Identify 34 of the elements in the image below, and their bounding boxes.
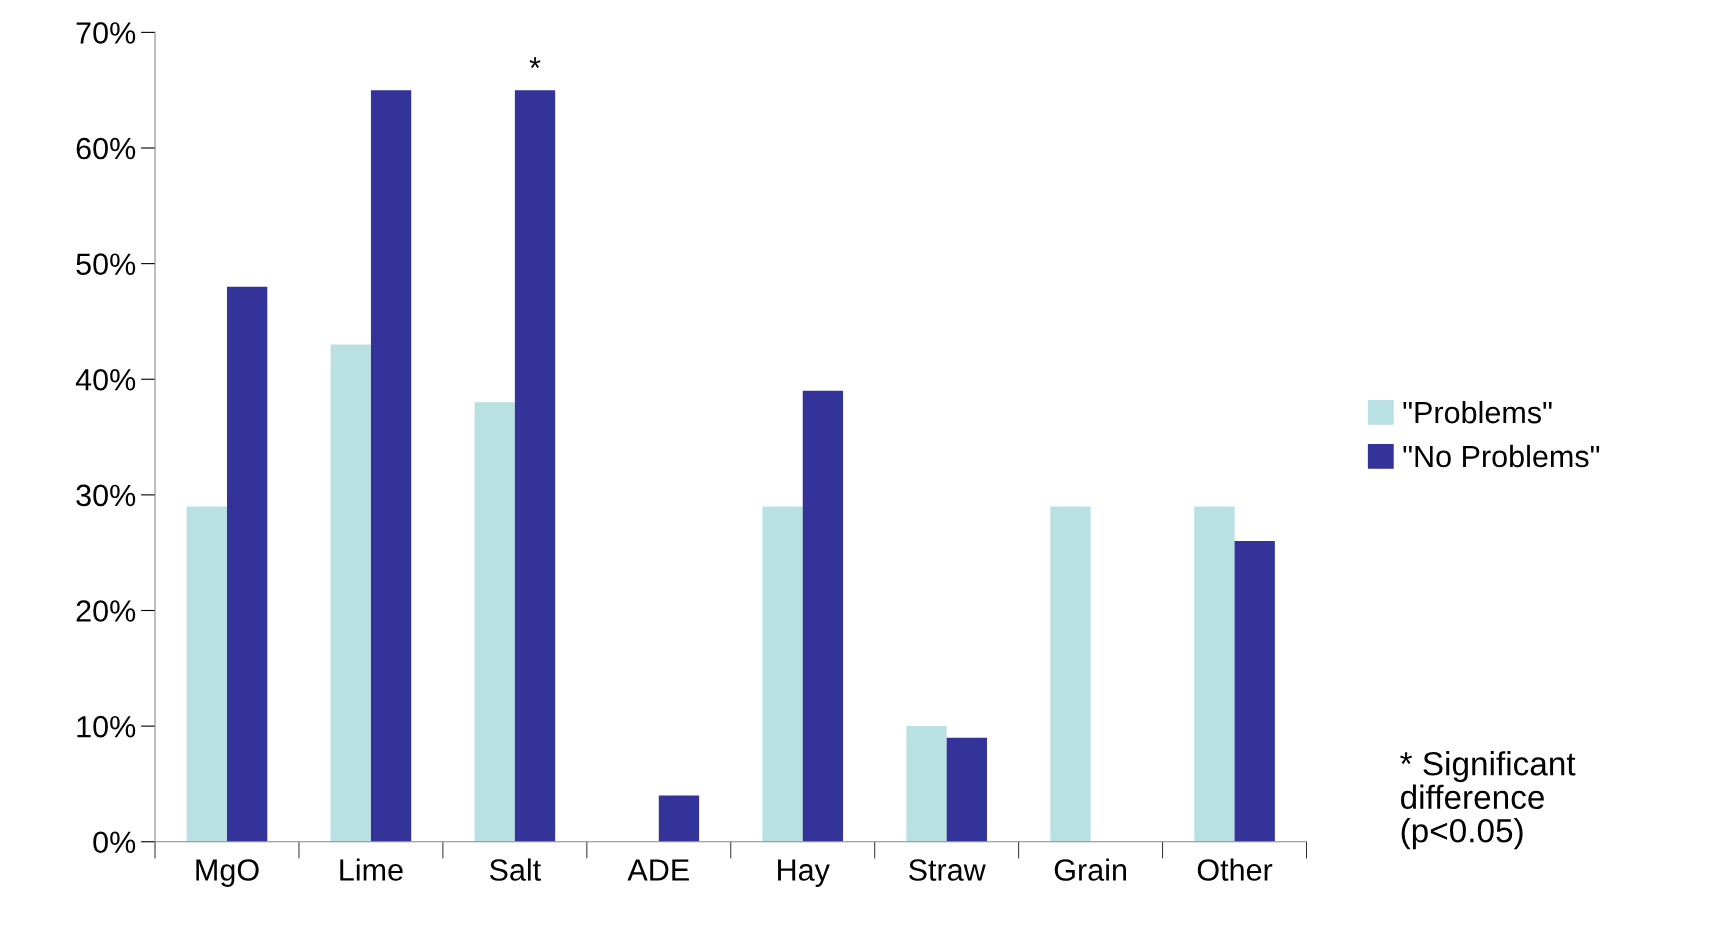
y-tick-label: 30% — [76, 484, 136, 507]
bar — [370, 90, 412, 842]
y-tick-label: 20% — [76, 600, 136, 622]
bar — [474, 402, 515, 842]
bar — [514, 90, 556, 842]
x-tick-label: ADE — [627, 859, 689, 881]
y-tick-label: 50% — [76, 253, 136, 275]
y-tick-label: 60% — [76, 137, 136, 160]
bar — [1194, 506, 1235, 842]
x-tick-label: Salt — [489, 858, 541, 881]
x-tick-label: Straw — [909, 859, 986, 881]
bar — [330, 344, 371, 842]
bar — [186, 506, 227, 842]
x-tick-label: Grain — [1054, 858, 1126, 881]
bar — [1234, 541, 1275, 842]
bar — [802, 390, 844, 842]
y-tick-label: 70% — [76, 22, 136, 44]
annotation: * — [529, 57, 541, 68]
x-tick-label: Hay — [778, 859, 830, 887]
bar — [906, 726, 947, 842]
y-tick-label: 40% — [75, 368, 136, 391]
x-tick-label: Other — [1197, 858, 1273, 881]
text: * Significant difference (p<0.05) — [1400, 751, 1576, 850]
bar — [946, 737, 987, 842]
bar — [762, 506, 803, 842]
y-tick-label: 10% — [77, 715, 136, 738]
bar — [226, 286, 268, 842]
bar — [1050, 506, 1091, 842]
legend-label: "Problems" — [1403, 400, 1552, 424]
y-tick-label: 0% — [93, 831, 136, 854]
x-tick-label: Lime — [340, 858, 403, 881]
bar — [658, 795, 700, 842]
legend-label: "No Problems" — [1403, 444, 1600, 468]
x-tick-label: MgO — [196, 859, 259, 887]
